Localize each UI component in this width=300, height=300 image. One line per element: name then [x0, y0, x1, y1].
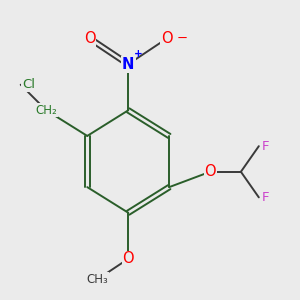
- Text: CH₂: CH₂: [35, 104, 57, 117]
- Text: O: O: [204, 164, 216, 179]
- Text: −: −: [176, 32, 188, 45]
- Text: F: F: [261, 140, 269, 153]
- Text: O: O: [84, 31, 96, 46]
- Text: +: +: [134, 49, 143, 59]
- Text: O: O: [161, 31, 172, 46]
- Text: F: F: [261, 191, 269, 204]
- Text: O: O: [122, 251, 134, 266]
- Text: CH₃: CH₃: [87, 273, 108, 286]
- Text: N: N: [122, 57, 134, 72]
- Text: Cl: Cl: [22, 78, 35, 91]
